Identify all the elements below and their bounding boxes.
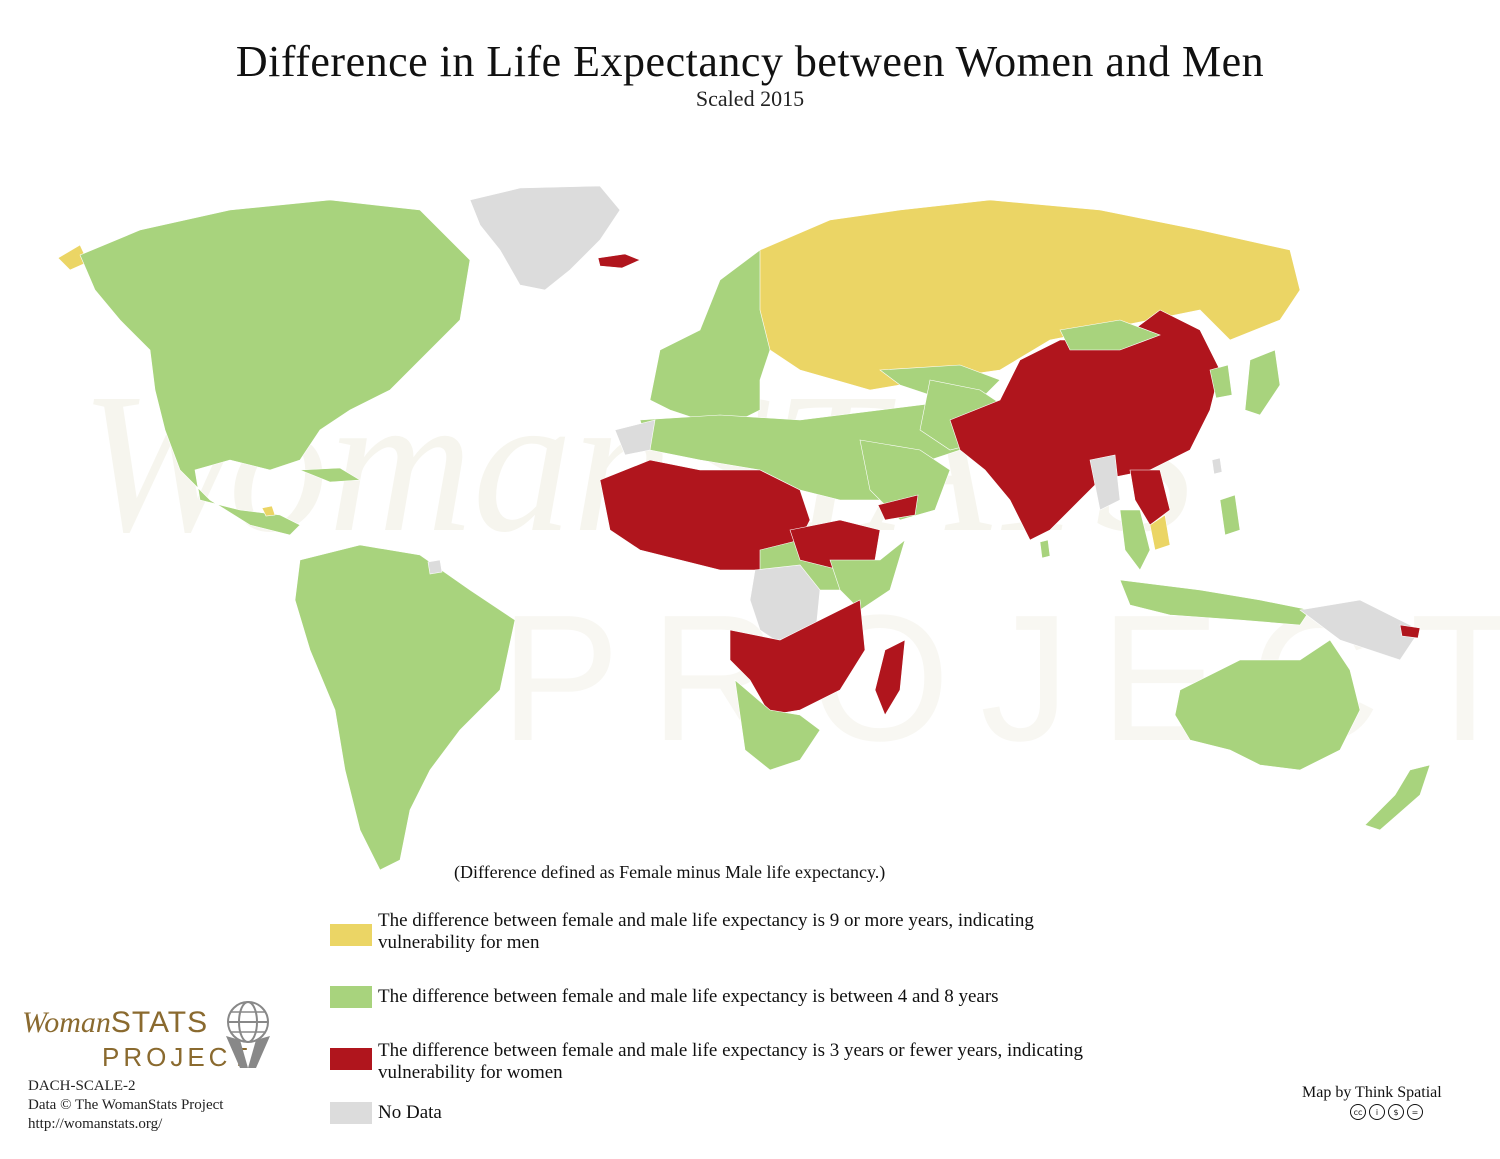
logo-woman: Woman <box>22 1006 111 1039</box>
nc-icon: $ <box>1388 1104 1404 1120</box>
womanstats-logo: WomanSTATS PROJECT <box>22 996 282 1076</box>
north-america <box>79 199 471 536</box>
caribbean <box>299 467 361 483</box>
southeast-asia <box>1119 509 1151 571</box>
legend-item-men-vulnerable: The difference between female and male l… <box>330 910 1058 954</box>
iceland <box>597 253 641 269</box>
world-map: WomanSTATS PROJECT <box>0 170 1500 890</box>
license-icons: cc i $ = <box>1350 1104 1423 1120</box>
map-by-credit: Map by Think Spatial <box>1302 1084 1442 1101</box>
indochina <box>1129 469 1171 526</box>
philippines <box>1219 494 1241 536</box>
yemen <box>877 494 919 521</box>
central-america-red <box>261 505 276 517</box>
legend-swatch-men-vulnerable <box>330 924 372 946</box>
legend-label-men-vulnerable: The difference between female and male l… <box>378 910 1034 953</box>
data-credit: Data © The WomanStats Project <box>28 1097 224 1113</box>
madagascar <box>874 639 906 716</box>
legend-item-women-vulnerable: The difference between female and male l… <box>330 1040 1108 1084</box>
logo-wordmark: WomanSTATS <box>22 1006 208 1040</box>
logo-stats: STATS <box>110 1006 209 1039</box>
kenya-somalia <box>829 539 906 611</box>
cc-icon: cc <box>1350 1104 1366 1120</box>
south-africa <box>734 679 821 771</box>
by-icon: i <box>1369 1104 1385 1120</box>
myanmar <box>1089 454 1121 511</box>
logo-project: PROJECT <box>102 1042 252 1072</box>
legend-label-women-vulnerable: The difference between female and male l… <box>378 1040 1083 1083</box>
new-zealand <box>1364 764 1431 831</box>
sri-lanka <box>1039 539 1051 559</box>
russia <box>759 199 1301 391</box>
map-title: Difference in Life Expectancy between Wo… <box>235 37 1265 86</box>
legend-swatch-women-vulnerable <box>330 1048 372 1070</box>
indonesia <box>1119 579 1311 626</box>
french-guiana <box>427 559 443 575</box>
nd-icon: = <box>1407 1104 1423 1120</box>
map-subtitle: Scaled 2015 <box>695 86 805 111</box>
southern-africa-red <box>729 599 866 716</box>
greenland <box>469 185 621 291</box>
legend-swatch-no-data <box>330 1102 372 1124</box>
taiwan <box>1211 457 1223 475</box>
papua-no-data <box>1299 599 1421 661</box>
vietnam-south <box>1149 514 1171 551</box>
south-east-asia-red <box>949 309 1221 541</box>
legend-item-moderate: The difference between female and male l… <box>330 986 1138 1008</box>
australia <box>1174 639 1361 771</box>
mongolia <box>1059 319 1161 351</box>
difference-note: (Difference defined as Female minus Male… <box>454 862 886 882</box>
legend-swatch-moderate <box>330 986 372 1008</box>
western-sahara <box>614 419 656 456</box>
korea <box>1209 364 1233 399</box>
legend-label-moderate: The difference between female and male l… <box>378 986 999 1007</box>
legend-item-no-data: No Data <box>330 1102 1138 1124</box>
globe-hands-icon <box>226 1001 270 1068</box>
arabia <box>859 439 951 521</box>
japan <box>1244 349 1281 416</box>
map-code: DACH-SCALE-2 <box>28 1078 136 1094</box>
solomon-red <box>1399 624 1421 639</box>
source-url[interactable]: http://womanstats.org/ <box>28 1116 163 1132</box>
south-america <box>294 544 516 871</box>
legend-label-no-data: No Data <box>378 1102 442 1123</box>
